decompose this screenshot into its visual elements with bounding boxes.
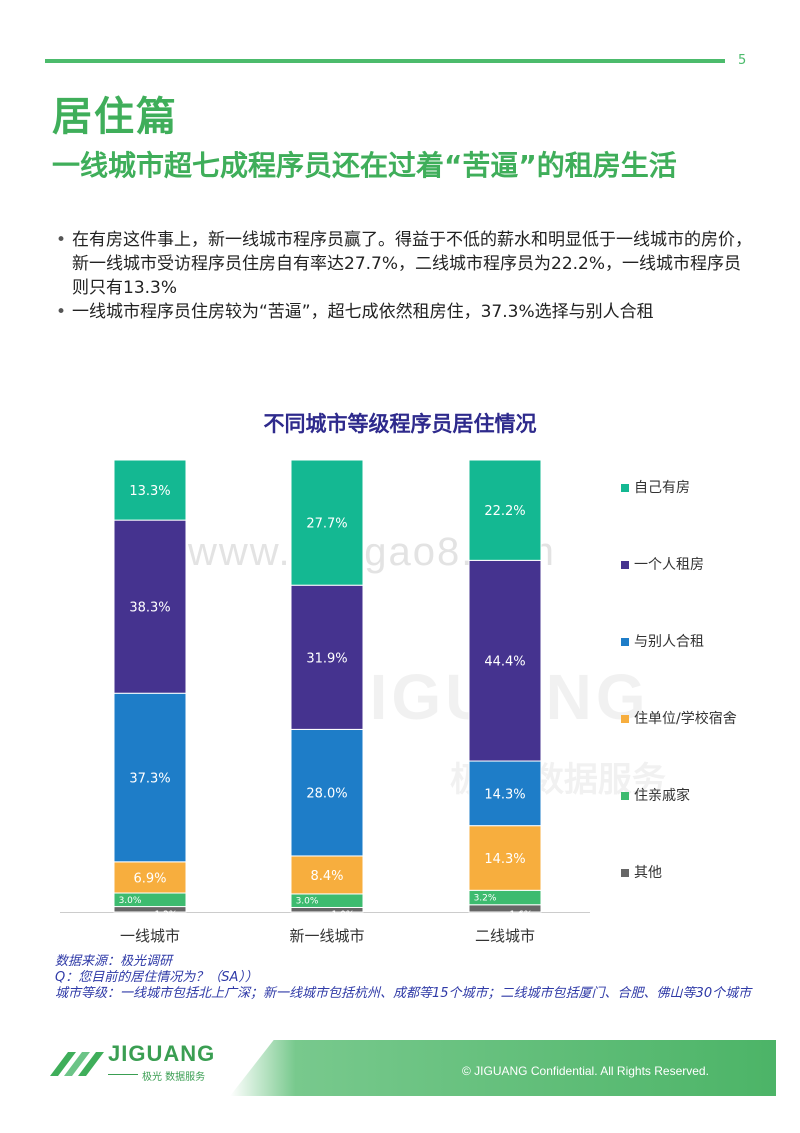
bar-segment — [113, 519, 187, 694]
bar-segment — [468, 459, 542, 561]
bar-segment — [468, 760, 542, 827]
legend-label: 住单位/学校宿舍 — [634, 710, 737, 727]
section-title: 居住篇 — [52, 94, 178, 140]
bars-group: 1.2% 3.0% 6.9% 37.3% 38.3% 13.3% 一线城市 1.0% 3.0% 8… — [60, 459, 590, 945]
bullet-list: 在有房这件事上，新一线城市程序员赢了。得益于不低的薪水和明显低于一线城市的房价，… — [56, 228, 756, 324]
data-label: 1.0% — [332, 910, 355, 920]
data-label: 8.4% — [310, 869, 343, 884]
data-label: 44.4% — [484, 655, 525, 670]
stacked-bar-chart: 不同城市等级程序员居住情况 1.2% 3.0% 6.9% 37.3% 38.3% 13.3… — [60, 412, 737, 945]
legend-swatch — [621, 484, 629, 492]
data-label: 37.3% — [129, 772, 170, 787]
headline: 一线城市超七成程序员还在过着“苦逼”的租房生活 — [52, 149, 677, 182]
data-label: 14.3% — [484, 787, 525, 802]
category-label: 一线城市 — [120, 927, 180, 945]
bar-segment — [113, 459, 187, 521]
legend-swatch — [621, 561, 629, 569]
logo-text: JIGUANG — [108, 1041, 216, 1066]
data-label: 27.7% — [306, 517, 347, 532]
legend-label: 一个人租房 — [634, 557, 704, 573]
legend-swatch — [621, 715, 629, 723]
note-line: Q：您目前的居住情况为？（SA）） — [55, 970, 258, 985]
data-label: 22.2% — [484, 504, 525, 519]
bar-segment — [290, 584, 364, 730]
logo-subtitle: 极光 数据服务 — [142, 1072, 206, 1083]
logo-divider — [108, 1074, 138, 1075]
bar-segment — [113, 861, 187, 894]
jiguang-logo-icon — [50, 1052, 104, 1076]
legend-label: 其他 — [634, 865, 662, 881]
legend-swatch — [621, 792, 629, 800]
note-line: 城市等级：一线城市包括北上广深；新一线城市包括杭州、成都等15个城市；二线城市包… — [55, 986, 752, 1001]
data-label: 14.3% — [484, 852, 525, 867]
legend-swatch — [621, 638, 629, 646]
bar-segment — [290, 855, 364, 895]
data-label: 3.0% — [296, 897, 319, 907]
bar-segment — [290, 459, 364, 586]
top-rule — [45, 59, 725, 63]
source-notes: 数据来源：极光调研 Q：您目前的居住情况为？（SA）） 城市等级：一线城市包括北… — [55, 954, 775, 1002]
legend-label: 自己有房 — [634, 480, 690, 496]
copyright-text: © JIGUANG Confidential. All Rights Reser… — [462, 1064, 709, 1078]
page-number: 5 — [738, 53, 747, 68]
footer-band — [230, 1040, 776, 1096]
legend-label: 与别人合租 — [634, 634, 704, 650]
legend-swatch — [621, 869, 629, 877]
category-label: 新一线城市 — [289, 927, 364, 945]
legend-label: 住亲戚家 — [634, 787, 690, 804]
bar-segment — [468, 825, 542, 891]
data-label: 13.3% — [129, 484, 170, 499]
data-label: 38.3% — [129, 601, 170, 616]
bullet-item: 一线城市程序员住房较为“苦逼”，超七成依然租房住，37.3%选择与别人合租 — [56, 300, 756, 324]
bullet-item: 在有房这件事上，新一线城市程序员赢了。得益于不低的薪水和明显低于一线城市的房价，… — [56, 228, 756, 300]
data-label: 1.6% — [510, 910, 533, 920]
data-label: 3.0% — [119, 896, 142, 906]
data-label: 3.2% — [474, 894, 497, 904]
data-label: 6.9% — [133, 871, 166, 886]
data-label: 31.9% — [306, 651, 347, 666]
category-label: 二线城市 — [475, 927, 535, 945]
note-line: 数据来源：极光调研 — [55, 954, 173, 969]
data-label: 28.0% — [306, 787, 347, 802]
chart-title: 不同城市等级程序员居住情况 — [264, 412, 537, 436]
data-label: 1.2% — [155, 910, 178, 920]
